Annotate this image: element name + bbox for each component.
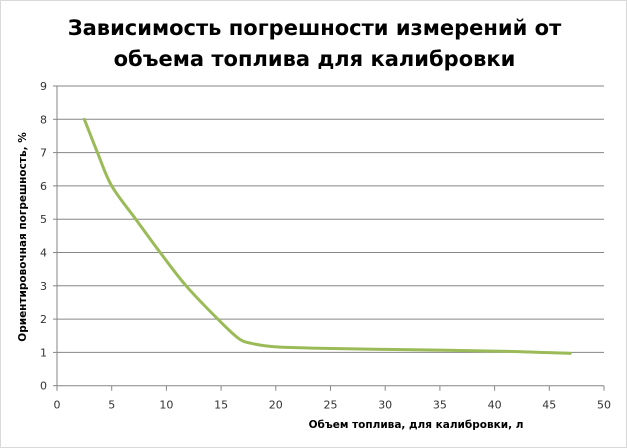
y-tick-label: 5 (40, 213, 47, 226)
y-tick-label: 7 (40, 147, 47, 160)
x-tick-label: 5 (108, 399, 115, 412)
x-tick-label: 30 (378, 399, 392, 412)
y-tick-label: 3 (40, 280, 47, 293)
x-tick-label: 25 (324, 399, 338, 412)
y-tick-label: 6 (40, 180, 47, 193)
x-tick-label: 0 (54, 399, 61, 412)
x-tick-label: 45 (542, 399, 556, 412)
y-tick-label: 2 (40, 313, 47, 326)
x-tick-label: 50 (597, 399, 611, 412)
y-axis-label: Ориентировочная погрешность, % (17, 132, 29, 342)
y-tick-label: 4 (40, 247, 47, 260)
x-tick-label: 15 (214, 399, 228, 412)
y-tick-label: 0 (40, 380, 47, 393)
y-tick-label: 8 (40, 113, 47, 126)
x-tick-label: 35 (433, 399, 447, 412)
chart-title-line-2: объема топлива для калибровки (113, 47, 516, 71)
series-line (82, 117, 572, 355)
x-tick-label: 40 (488, 399, 502, 412)
x-axis-label: Объем топлива, для калибровки, л (309, 419, 524, 431)
y-tick-label: 9 (40, 80, 47, 93)
chart-title: Зависимость погрешности измерений от объ… (1, 13, 626, 75)
x-tick-label: 10 (159, 399, 173, 412)
x-tick-label: 20 (269, 399, 283, 412)
chart-title-line-1: Зависимость погрешности измерений от (67, 16, 562, 40)
y-tick-label: 1 (40, 346, 47, 359)
